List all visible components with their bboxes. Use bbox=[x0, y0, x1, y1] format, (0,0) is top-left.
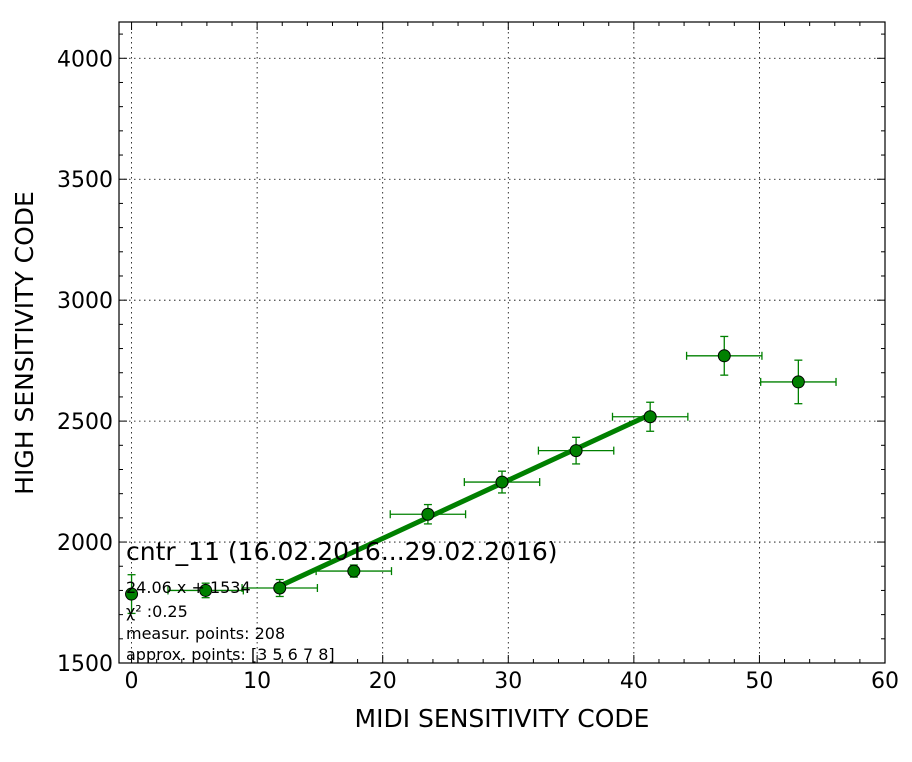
x-tick-label: 20 bbox=[369, 669, 397, 694]
fit-line bbox=[278, 412, 652, 589]
chi-square: χ² :0.25 bbox=[126, 602, 188, 621]
minor-ticks bbox=[119, 22, 885, 663]
x-tick-label: 50 bbox=[745, 669, 773, 694]
x-axis-label: MIDI SENSITIVITY CODE bbox=[355, 704, 650, 733]
data-point bbox=[421, 507, 435, 521]
data-point bbox=[495, 475, 509, 489]
approximation-points: approx. points: [3 5 6 7 8] bbox=[126, 645, 335, 664]
data-point bbox=[199, 583, 213, 597]
fit-equation: 24.06 x + 1534 bbox=[126, 578, 251, 597]
x-tick-label: 40 bbox=[620, 669, 648, 694]
data-point bbox=[347, 564, 361, 578]
data-point bbox=[791, 375, 805, 389]
y-tick-label: 2500 bbox=[57, 410, 113, 435]
y-axis-label: HIGH SENSITIVITY CODE bbox=[10, 191, 39, 495]
x-tick-label: 0 bbox=[125, 669, 139, 694]
data-point bbox=[273, 581, 287, 595]
x-tick-label: 10 bbox=[243, 669, 271, 694]
y-tick-label: 2000 bbox=[57, 531, 113, 556]
plot-background bbox=[119, 22, 885, 663]
y-tick-label: 3500 bbox=[57, 168, 113, 193]
x-axis: 0 10 20 30 40 50 60 bbox=[125, 22, 899, 694]
y-tick-label: 1500 bbox=[57, 652, 113, 677]
y-tick-label: 4000 bbox=[57, 47, 113, 72]
measurement-points: measur. points: 208 bbox=[126, 624, 285, 643]
plot-frame bbox=[118, 21, 886, 664]
y-tick-label: 3000 bbox=[57, 289, 113, 314]
x-tick-label: 60 bbox=[871, 669, 899, 694]
data-point bbox=[643, 410, 657, 424]
data-point bbox=[569, 444, 583, 458]
grid bbox=[119, 22, 885, 663]
data-point bbox=[125, 587, 139, 601]
fit-line-group bbox=[278, 412, 652, 589]
y-axis: 1500 2000 2500 3000 3500 4000 bbox=[57, 47, 885, 677]
x-tick-label: 30 bbox=[494, 669, 522, 694]
data-points bbox=[125, 349, 805, 601]
data-point bbox=[717, 349, 731, 363]
chart-title: cntr_11 (16.02.2016...29.02.2016) bbox=[126, 537, 558, 566]
